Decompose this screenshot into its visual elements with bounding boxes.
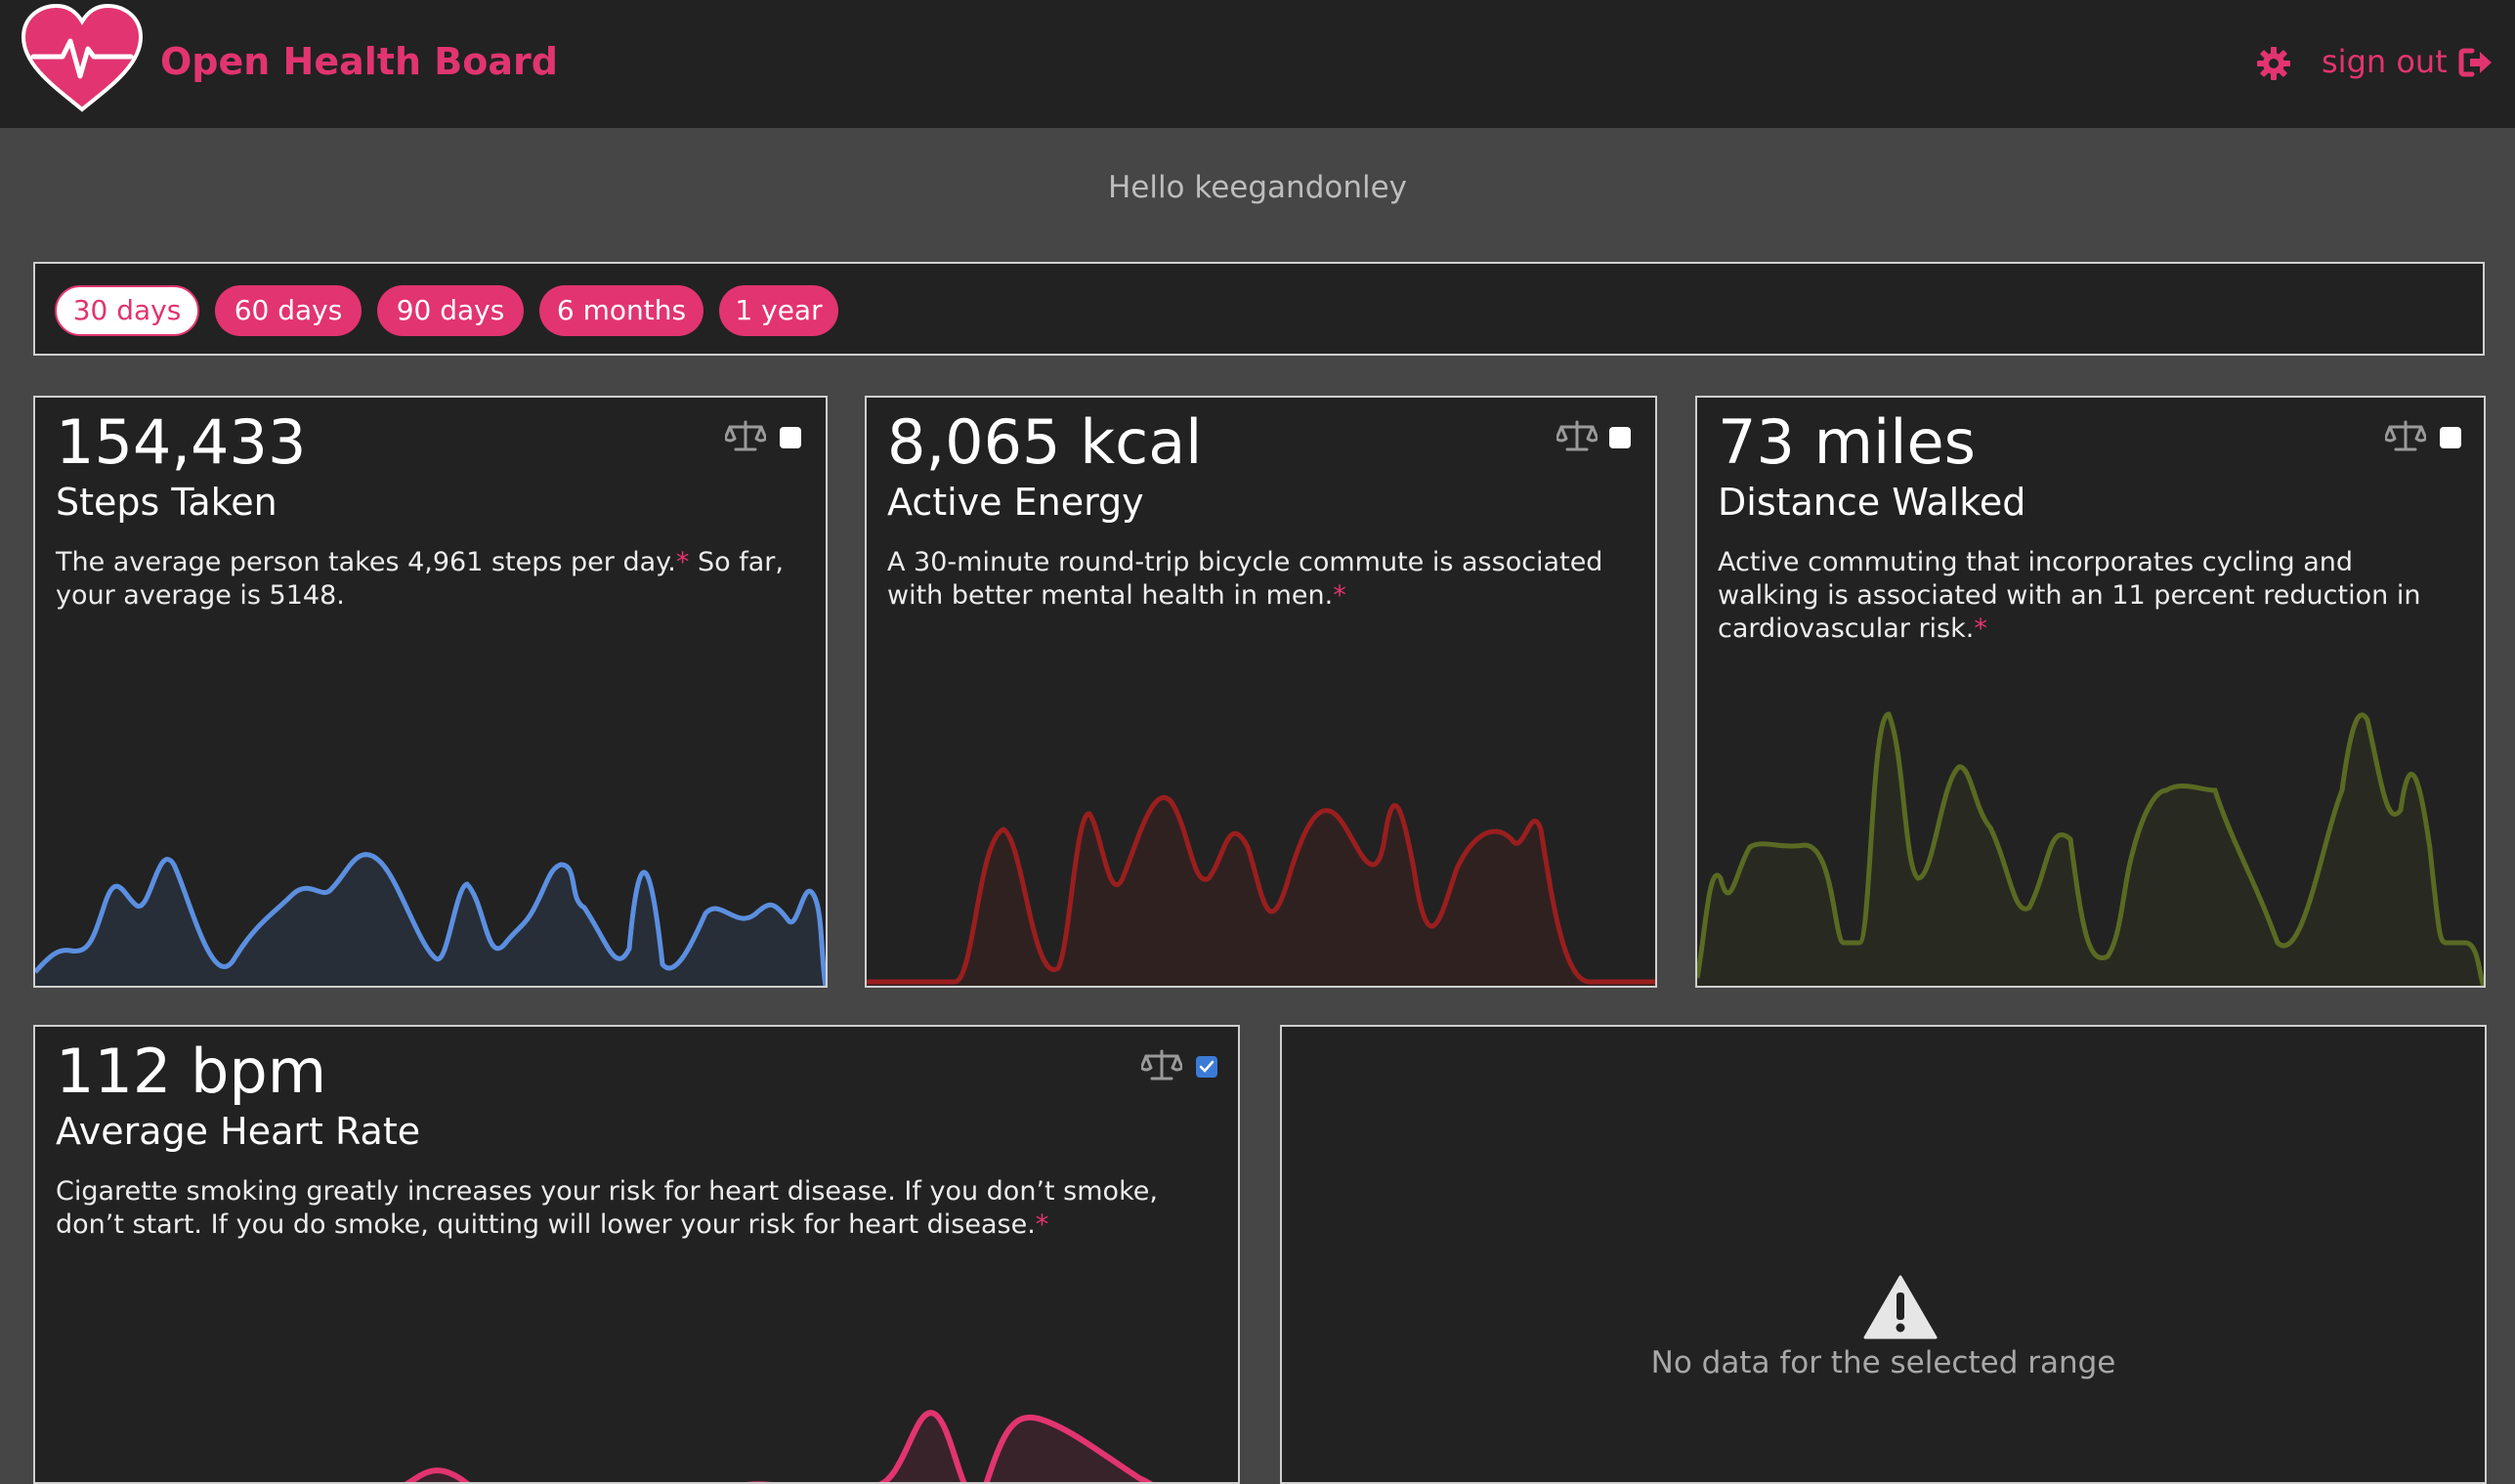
heart-rate-source-link[interactable]: *: [1035, 1209, 1049, 1240]
top-bar: Open Health Board sign out: [0, 0, 2515, 128]
range-90-days-button[interactable]: 90 days: [377, 285, 524, 336]
warning-icon: [1863, 1275, 1938, 1339]
no-data-message: No data for the selected range: [1650, 1345, 2116, 1380]
compare-scale-icon[interactable]: [725, 419, 766, 452]
distance-label: Distance Walked: [1718, 481, 2026, 524]
energy-description: A 30-minute round-trip bicycle commute i…: [887, 547, 1603, 611]
sign-out-icon[interactable]: [2458, 47, 2494, 78]
greeting-text: Hello keegandonley: [1107, 170, 1408, 205]
distance-select-checkbox[interactable]: [2440, 427, 2461, 448]
heart-rate-label: Average Heart Rate: [56, 1110, 421, 1153]
range-1-year-button[interactable]: 1 year: [719, 285, 838, 336]
steps-card: 154,433 Steps Taken The average person t…: [33, 396, 828, 988]
heart-rate-select-checkbox[interactable]: [1196, 1056, 1217, 1078]
settings-gear-icon[interactable]: [2255, 45, 2292, 82]
range-30-days-button[interactable]: 30 days: [55, 285, 199, 336]
energy-sparkline-chart: [867, 794, 1655, 986]
heart-rate-value: 112 bpm: [56, 1036, 327, 1107]
range-6-months-button[interactable]: 6 months: [539, 285, 703, 336]
app-title[interactable]: Open Health Board: [160, 40, 558, 83]
energy-label: Active Energy: [887, 481, 1144, 524]
heart-logo-icon[interactable]: [20, 4, 145, 113]
distance-description: Active commuting that incorporates cycli…: [1718, 547, 2421, 644]
distance-value: 73 miles: [1718, 406, 1976, 478]
heart-rate-sparkline-chart: [404, 1410, 1154, 1482]
energy-select-checkbox[interactable]: [1609, 427, 1631, 448]
checkmark-icon: [1199, 1060, 1215, 1073]
sign-out-link[interactable]: sign out: [2322, 43, 2448, 80]
steps-source-link[interactable]: *: [675, 547, 690, 577]
energy-card: 8,065 kcal Active Energy A 30-minute rou…: [865, 396, 1657, 988]
energy-source-link[interactable]: *: [1333, 580, 1346, 611]
steps-label: Steps Taken: [56, 481, 277, 524]
distance-source-link[interactable]: *: [1974, 614, 1987, 644]
range-60-days-button[interactable]: 60 days: [215, 285, 362, 336]
heart-rate-description: Cigarette smoking greatly increases your…: [56, 1176, 1158, 1240]
date-range-bar: 30 days 60 days 90 days 6 months 1 year: [33, 262, 2485, 356]
heart-rate-card: 112 bpm Average Heart Rate Cigarette smo…: [33, 1025, 1240, 1484]
steps-description: The average person takes 4,961 steps per…: [56, 547, 784, 611]
no-data-card: No data for the selected range: [1280, 1025, 2487, 1484]
steps-select-checkbox[interactable]: [780, 427, 801, 448]
compare-scale-icon[interactable]: [1141, 1048, 1182, 1081]
compare-scale-icon[interactable]: [2385, 419, 2426, 452]
compare-scale-icon[interactable]: [1556, 419, 1598, 452]
distance-card: 73 miles Distance Walked Active commutin…: [1695, 396, 2486, 988]
energy-value: 8,065 kcal: [887, 406, 1203, 478]
steps-value: 154,433: [56, 406, 307, 478]
distance-sparkline-chart: [1697, 711, 2484, 986]
steps-sparkline-chart: [35, 852, 826, 986]
